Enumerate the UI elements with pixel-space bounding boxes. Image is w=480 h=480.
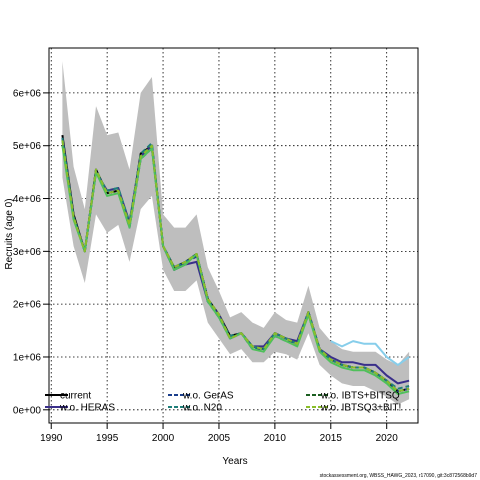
y-tick-label-4: 4e+06 bbox=[13, 194, 42, 205]
confidence-band bbox=[62, 61, 410, 405]
legend-label-0: current bbox=[60, 391, 91, 402]
y-tick-label-5: 5e+06 bbox=[13, 141, 42, 152]
x-tick-label-0: 1990 bbox=[40, 433, 63, 444]
x-tick-label-6: 2020 bbox=[376, 433, 399, 444]
y-tick-label-2: 2e+06 bbox=[13, 300, 42, 311]
y-tick-label-0: 0e+00 bbox=[13, 405, 42, 416]
x-tick-label-1: 1995 bbox=[96, 433, 119, 444]
footnote: stockassessment.org, WBSS_HAWG_2023, r17… bbox=[320, 473, 478, 479]
legend-label-2: w.o. GerAS bbox=[182, 391, 234, 402]
legend-label-4: w.o. IBTS+BITSQ bbox=[320, 391, 400, 402]
y-axis-title: Recruits (age 0) bbox=[4, 198, 15, 269]
y-tick-label-1: 1e+06 bbox=[13, 352, 42, 363]
y-tick-label-6: 6e+06 bbox=[13, 88, 42, 99]
x-tick-label-3: 2005 bbox=[208, 433, 231, 444]
y-tick-label-3: 3e+06 bbox=[13, 247, 42, 258]
series-line-5 bbox=[61, 140, 410, 393]
legend-label-3: w.o. N20 bbox=[182, 403, 222, 414]
uncertainty-band bbox=[62, 61, 410, 405]
series-lines bbox=[61, 134, 410, 395]
legend-label-1: w.o. HERAS bbox=[59, 403, 115, 414]
x-tick-label-2: 2000 bbox=[152, 433, 175, 444]
x-axis: 1990 1995 2000 2005 2010 2015 2020 bbox=[40, 422, 399, 444]
y-axis: 0e+00 1e+06 2e+06 3e+06 4e+06 5e+06 6e+06 bbox=[13, 88, 49, 416]
series-line-6 bbox=[330, 340, 410, 366]
x-axis-title: Years bbox=[222, 456, 247, 467]
x-tick-label-5: 2015 bbox=[320, 433, 343, 444]
x-tick-label-4: 2010 bbox=[264, 433, 287, 444]
legend-label-5: w.o. IBTSQ3+BIT! bbox=[320, 403, 401, 414]
